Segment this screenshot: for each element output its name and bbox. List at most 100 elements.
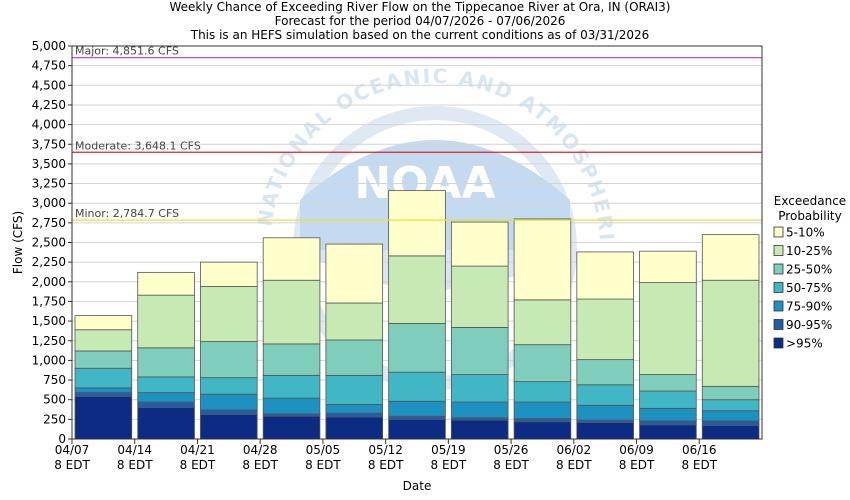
bar-segment [388,418,446,440]
y-tick-label: 500 [43,393,66,407]
x-tick-label: 05/05 [306,443,341,457]
bar-segment [137,294,195,349]
x-tick-time-label: 8 EDT [54,458,90,472]
y-tick-label: 3,500 [32,157,66,171]
bar-week-6 [388,190,446,440]
bar-week-9 [576,251,634,440]
bar-segment [325,416,384,440]
bar-segment [388,190,446,257]
bar-segment [639,424,697,440]
chart-title: Weekly Chance of Exceeding River Flow on… [169,0,671,14]
legend-label: 50-75% [786,281,832,295]
bar-segment [325,302,384,341]
x-axis-title: Date [403,479,432,493]
bar-segment [388,371,446,402]
bar-segment [639,420,697,426]
bar-segment [639,407,697,422]
x-tick-time-label: 8 EDT [368,458,404,472]
y-tick-label: 3,250 [32,177,66,191]
bar-segment [200,414,258,440]
bar-segment [701,234,760,281]
bar-segment [701,279,760,387]
bar-segment [262,237,321,281]
bar-segment [325,412,384,418]
bar-segment [450,419,509,440]
bar-segment [388,323,446,373]
y-tick-label: 5,000 [32,39,66,53]
bar-segment [513,299,572,346]
legend-item: 50-75% [773,281,832,295]
bar-segment [576,251,634,300]
bar-segment [137,401,195,408]
bar-segment [450,265,509,328]
bar-segment [137,392,195,403]
bar-segment [388,400,446,417]
y-tick-label: 250 [43,412,66,426]
legend-item: 90-95% [773,318,832,332]
bar-segment [450,374,509,403]
bar-segment [576,384,634,406]
legend-item: 10-25% [773,244,832,258]
legend-item: 5-10% [773,226,825,240]
bar-segment [262,343,321,376]
bar-segment [262,374,321,399]
bar-segment [325,374,384,405]
bar-segment [74,329,133,352]
bar-segment [701,399,760,412]
legend-title-line2: Probability [778,209,841,223]
x-tick-label: 04/14 [117,443,152,457]
y-tick-label: 750 [43,373,66,387]
y-axis-title: Flow (CFS) [11,211,25,274]
y-tick-label: 3,750 [32,137,66,151]
legend-swatch [773,337,784,349]
bar-week-8 [513,218,572,440]
x-tick-label: 04/07 [55,443,90,457]
bar-segment [200,409,258,416]
bar-segment [701,420,760,427]
bar-week-11 [701,234,760,440]
stacked-bars [74,190,760,440]
bar-segment [513,421,572,440]
y-tick-label: 4,500 [32,78,66,92]
legend-label: 5-10% [786,226,825,240]
bar-segment [74,392,133,397]
bar-segment [200,341,258,379]
bar-segment [513,218,572,301]
bar-segment [325,404,384,414]
x-tick-time-label: 8 EDT [117,458,153,472]
x-tick-time-label: 8 EDT [180,458,216,472]
x-tick-time-label: 8 EDT [431,458,467,472]
x-tick-label: 05/12 [368,443,403,457]
x-tick-label: 04/21 [180,443,215,457]
threshold-label: Major: 4,851.6 CFS [75,45,179,58]
x-tick-label: 04/28 [243,443,278,457]
bar-segment [576,298,634,361]
bar-segment [74,367,133,389]
y-tick-label: 2,250 [32,255,66,269]
y-tick-label: 4,750 [32,59,66,73]
y-tick-label: 2,000 [32,275,66,289]
legend-swatch [773,282,784,293]
legend-label: 75-90% [786,300,832,314]
bar-segment [262,415,321,440]
bar-segment [701,410,760,422]
bar-week-1 [74,315,133,440]
bar-segment [388,415,446,420]
bar-segment [513,344,572,383]
x-tick-time-label: 8 EDT [305,458,341,472]
legend-item: 75-90% [773,300,832,314]
y-tick-label: 1,000 [32,353,66,367]
bar-segment [450,401,509,419]
chart-subtitle-conditions: This is an HEFS simulation based on the … [190,28,650,42]
legend-title-line1: Exceedance [774,194,846,208]
flood-thresholds: Major: 4,851.6 CFS Moderate: 3,648.1 CFS M… [72,45,762,221]
y-tick-label: 4,250 [32,98,66,112]
bar-segment [200,393,258,411]
bar-segment [513,401,572,419]
bar-segment [262,279,321,345]
bar-segment [74,315,133,331]
bar-segment [639,390,697,409]
bar-segment [513,381,572,403]
x-tick-time-label: 8 EDT [242,458,278,472]
bar-segment [576,404,634,421]
